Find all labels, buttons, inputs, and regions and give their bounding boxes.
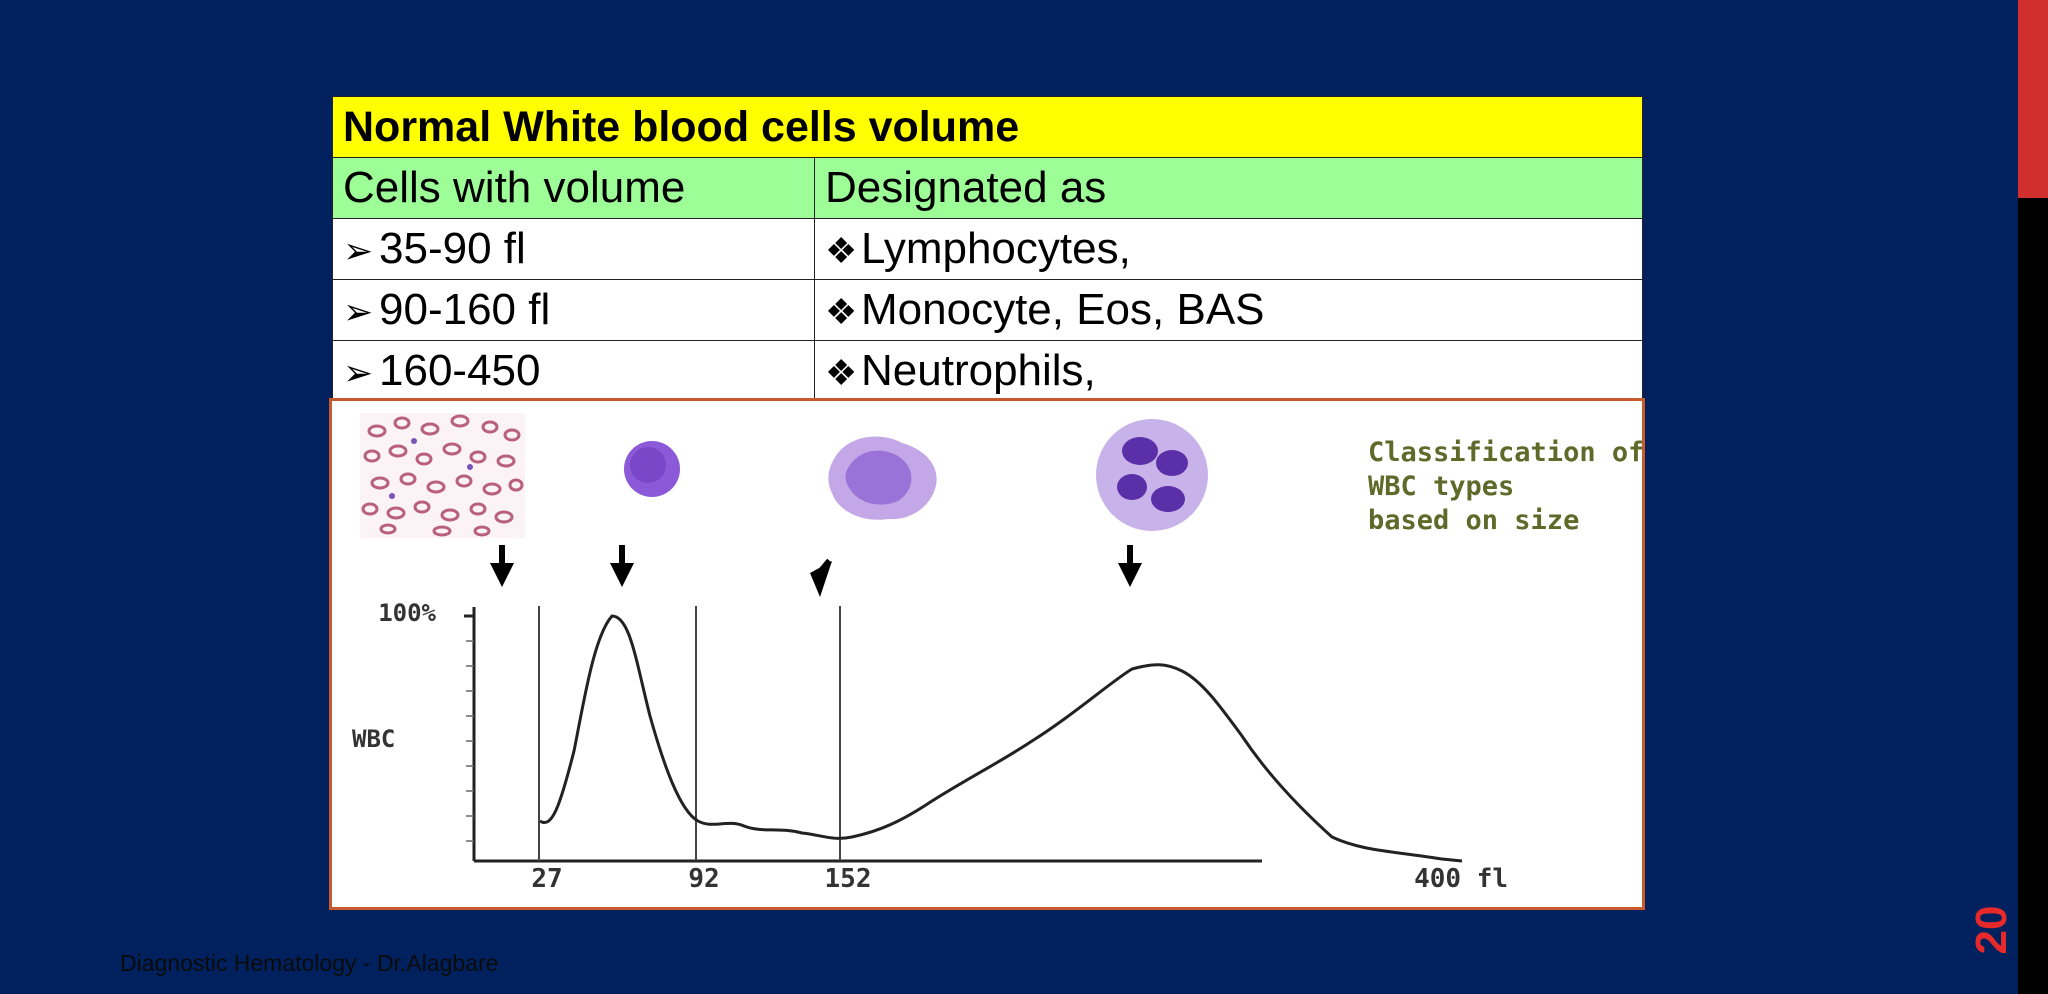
down-arrow-icon [610, 545, 634, 587]
designation-value: Monocyte, Eos, BAS [861, 285, 1265, 334]
boundary-lines [538, 606, 841, 861]
wbc-histogram-figure: Classification of WBC types based on siz… [329, 398, 1645, 910]
volume-cell: ➢ 160-450 [332, 340, 815, 402]
wbc-histogram-curve [539, 614, 1463, 863]
x-tick-label: 27 [531, 864, 562, 894]
diamond-bullet-icon: ❖ [825, 352, 858, 393]
rbc-smear-image [360, 413, 525, 538]
table-row: ➢ 160-450 ❖Neutrophils, [332, 340, 1644, 402]
diamond-bullet-icon: ❖ [825, 230, 858, 271]
wbc-histogram-graphic: Classification of WBC types based on siz… [352, 413, 1642, 894]
monocyte-image [828, 436, 937, 520]
x-tick-label: 400 fl [1414, 864, 1508, 894]
red-accent-block [2018, 0, 2048, 198]
table-row: ➢ 90-160 fl ❖Monocyte, Eos, BAS [332, 279, 1644, 341]
footer-text: Diagnostic Hematology - Dr.Alagbare [120, 950, 499, 976]
table-header-row: Cells with volume Designated as [332, 157, 1644, 219]
header-designated-as: Designated as [813, 157, 1644, 219]
wbc-volume-table: Normal White blood cells volume Cells wi… [331, 96, 1644, 402]
arrow-bullet-icon: ➢ [343, 230, 374, 271]
x-tick-label: 152 [825, 864, 872, 894]
designation-value: Lymphocytes, [861, 224, 1131, 273]
y-axis-label: WBC [352, 725, 395, 753]
designation-value: Neutrophils, [861, 346, 1096, 395]
diamond-bullet-icon: ❖ [825, 291, 858, 332]
table-title-row: Normal White blood cells volume [331, 96, 1644, 158]
x-tick-label: 92 [688, 864, 719, 894]
arrow-bullet-icon: ➢ [343, 352, 374, 393]
down-arrow-icon [1118, 545, 1142, 587]
y-max-label: 100% [378, 599, 436, 627]
down-left-arrow-icon [810, 558, 832, 597]
volume-value: 35-90 fl [379, 224, 526, 273]
right-accent-bar [2018, 0, 2048, 994]
designation-cell: ❖Neutrophils, [813, 340, 1644, 402]
caption-line-2: WBC types [1368, 471, 1514, 502]
volume-value: 90-160 fl [379, 285, 551, 334]
designation-cell: ❖Monocyte, Eos, BAS [813, 279, 1644, 341]
table-row: ➢ 35-90 fl ❖Lymphocytes, [332, 218, 1644, 280]
arrow-icons [490, 545, 1142, 597]
caption-line-1: Classification of [1368, 437, 1642, 468]
y-axis-ticks [466, 640, 474, 842]
caption-line-3: based on size [1368, 505, 1579, 536]
histogram-axes [464, 607, 1262, 863]
arrow-bullet-icon: ➢ [343, 291, 374, 332]
table-title: Normal White blood cells volume [331, 96, 1644, 158]
volume-cell: ➢ 35-90 fl [332, 218, 815, 280]
designation-cell: ❖Lymphocytes, [813, 218, 1644, 280]
volume-value: 160-450 [379, 346, 541, 395]
down-arrow-icon [490, 545, 514, 587]
header-cells-with-volume: Cells with volume [332, 157, 815, 219]
volume-cell: ➢ 90-160 fl [332, 279, 815, 341]
neutrophil-image [1096, 419, 1208, 531]
page-number: 20 [1967, 905, 2016, 955]
